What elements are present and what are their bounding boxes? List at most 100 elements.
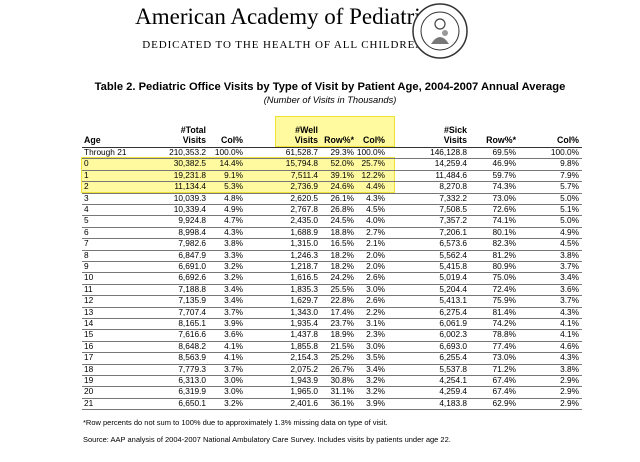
table-cell: 81.2% [492,249,516,260]
table-cell: 9.1% [224,169,243,180]
table-cell: 3.8% [560,249,579,260]
row-rule [82,226,582,228]
table-cell: 1,629.7 [290,295,318,306]
table-cell: 82.3% [492,238,516,249]
table-cell: 4.1% [560,318,579,328]
table-cell: 36.1% [330,397,354,408]
table-cell: 1,218.7 [290,261,318,271]
table-cell: 5,413.1 [439,295,467,306]
column-header: #Total [180,124,206,135]
row-rule [82,295,582,297]
table-cell: 11 [84,283,93,294]
table-cell: 5,019.4 [439,272,467,283]
table-cell: 3.1% [366,318,385,328]
table-cell: 14,259.4 [434,158,467,169]
table-cell: 12.2% [361,169,385,180]
table-cell: 18.2% [330,261,354,271]
table-cell: 6,255.4 [439,352,467,363]
row-rule [82,249,582,251]
table-cell: 73.0% [492,192,516,203]
table-cell: 2,154.3 [290,352,318,363]
table-cell: 3.2% [366,386,385,397]
table-cell: 3.7% [560,295,579,306]
table-cell: 8,563.9 [178,352,206,363]
table-cell: 29.3% [330,147,354,157]
table-cell: 2.1% [366,238,385,249]
table-cell: 210,353.2 [169,147,206,157]
table-cell: 24.2% [330,272,354,283]
table-cell: 18 [84,363,94,374]
source-note: Source: AAP analysis of 2004-2007 Nation… [83,435,451,444]
table-cell: 81.4% [492,306,516,317]
column-header: Col% [221,135,243,145]
table-cell: 100.0% [214,147,243,157]
table-cell: 4.5% [366,204,385,214]
table-cell: 21 [84,397,94,408]
table-cell: 3.0% [366,340,385,351]
table-cell: 3.7% [560,261,579,271]
table-cell: 78.8% [492,329,516,340]
table-cell: 2.9% [560,386,579,397]
row-rule [82,238,582,240]
table-cell: 5,537.8 [439,363,467,374]
table-cell: 18.8% [330,226,354,237]
table-cell: 4,183.8 [439,397,467,408]
table-cell: 10,039.3 [173,192,206,203]
table-cell: 6 [84,226,89,237]
table-cell: 2,401.6 [290,397,318,408]
table-cell: 4.9% [224,204,243,214]
table-cell: 74.3% [492,181,516,192]
table-cell: 25.2% [330,352,354,363]
table-cell: 3.0% [366,283,385,294]
table-cell: 2.2% [366,306,385,317]
row-rule [82,409,582,411]
table-cell: 73.0% [492,352,516,363]
table-cell: 5.0% [560,192,579,203]
table-cell: 15,794.8 [285,158,318,169]
table-cell: 3.5% [366,352,385,363]
table-cell: 2.7% [366,226,385,237]
table-cell: 24.6% [330,181,354,192]
table-cell: 4,254.1 [439,375,467,385]
table-cell: 15 [84,329,94,340]
table-cell: 24.5% [330,215,354,226]
table-cell: 3.4% [366,363,385,374]
table-cell: 72.6% [492,204,516,214]
table-cell: 7,779.3 [178,363,206,374]
table-cell: 18.9% [330,329,354,340]
table-cell: 6,692.6 [178,272,206,283]
table-cell: 4.1% [560,329,579,340]
table-cell: 2,767.8 [290,204,318,214]
table-cell: 4.6% [560,340,579,351]
table-cell: 5,562.4 [439,249,467,260]
table-cell: 5.0% [560,215,579,226]
table-cell: 4.1% [224,352,243,363]
table-cell: 74.1% [492,215,516,226]
table-cell: 4.4% [366,181,385,192]
table-cell: 31.1% [330,386,354,397]
table-cell: 8,648.2 [178,340,206,351]
table-cell: 19,231.8 [173,169,206,180]
table-cell: 16.5% [330,238,354,249]
table-cell: 26.1% [330,192,354,203]
table-cell: 71.2% [492,363,516,374]
table-cell: 4.0% [366,215,385,226]
table-cell: 67.4% [492,386,516,397]
table-cell: 14 [84,318,94,328]
table-cell: 6,691.0 [178,261,206,271]
table-cell: 1 [84,169,89,180]
table-cell: 10 [84,272,94,283]
table-cell: 10,339.4 [173,204,206,214]
table-cell: 5.1% [560,204,579,214]
table-cell: 2,435.0 [290,215,318,226]
table-cell: 69.5% [492,147,516,157]
header-rule [82,147,582,148]
table-cell: 1,855.8 [290,340,318,351]
table-cell: 5,415.8 [439,261,467,271]
table-cell: 46.9% [492,158,516,169]
table-cell: 4.1% [224,340,243,351]
row-rule [82,261,582,262]
table-cell: 6,061.9 [439,318,467,328]
row-rule [82,352,582,354]
table-cell: 3.7% [224,363,243,374]
